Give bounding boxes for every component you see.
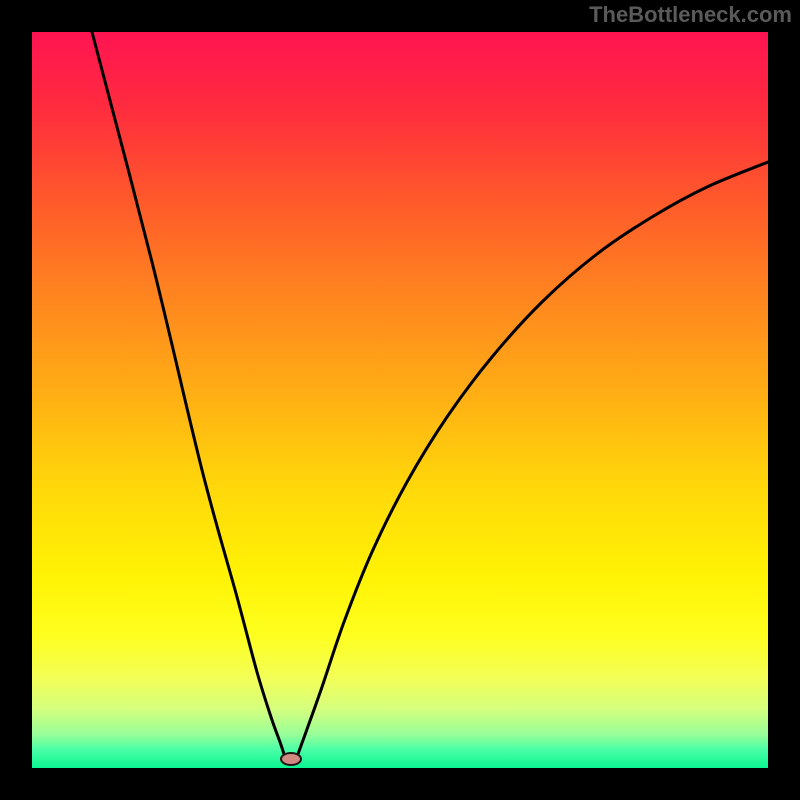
gradient-panel (32, 32, 768, 768)
chart-container: TheBottleneck.com (0, 0, 800, 800)
watermark-label: TheBottleneck.com (589, 2, 792, 28)
optimum-marker (281, 753, 301, 765)
bottleneck-chart (0, 0, 800, 800)
